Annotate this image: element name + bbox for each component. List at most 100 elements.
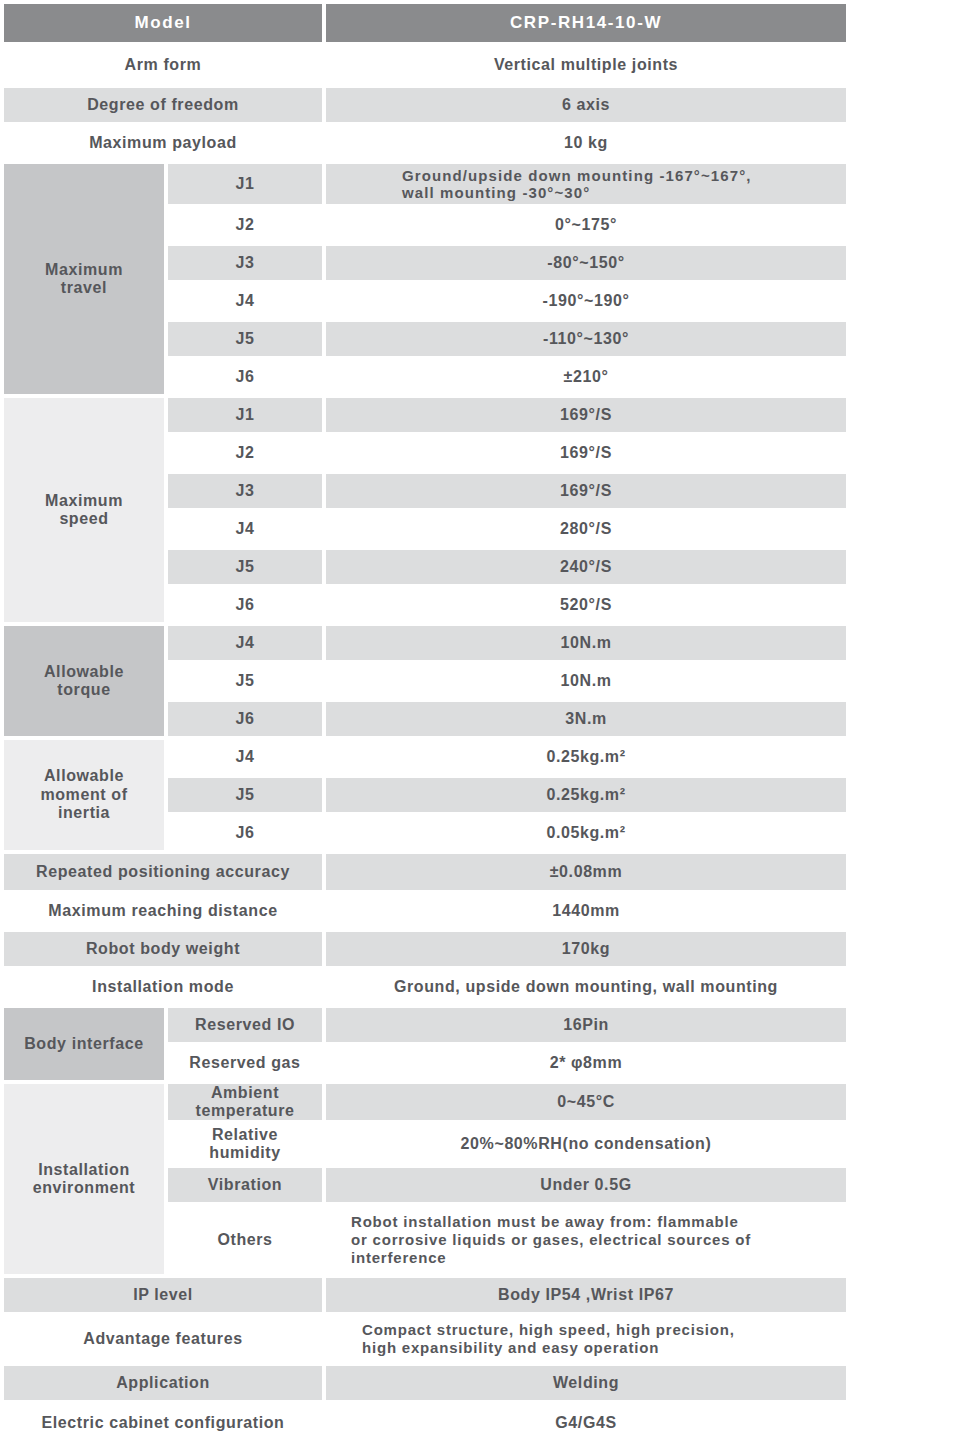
row-others: Others Robot installation must be away f…	[168, 1206, 850, 1274]
speed-j2-value: 169°/S	[326, 436, 846, 470]
ambient-temperature-label: Ambient temperature	[168, 1084, 322, 1120]
torque-j6-label: J6	[168, 702, 322, 736]
speed-j6-label: J6	[168, 588, 322, 622]
inertia-row-j4: J4 0.25kg.m²	[168, 740, 850, 774]
spec-table: Model CRP-RH14-10-W Arm form Vertical mu…	[4, 4, 850, 1446]
speed-j2-label: J2	[168, 436, 322, 470]
degree-of-freedom-label: Degree of freedom	[4, 88, 322, 122]
repeated-positioning-accuracy-value: ±0.08mm	[326, 854, 846, 890]
maximum-payload-value: 10 kg	[326, 126, 846, 160]
ip-level-value: Body IP54 ,Wrist IP67	[326, 1278, 846, 1312]
travel-j4-label: J4	[168, 284, 322, 318]
travel-j6-value: ±210°	[326, 360, 846, 394]
maximum-travel-group-label: Maximum travel	[4, 164, 164, 394]
speed-j5-value: 240°/S	[326, 550, 846, 584]
row-installation-mode: Installation mode Ground, upside down mo…	[4, 970, 850, 1004]
travel-j2-value: 0°~175°	[326, 208, 846, 242]
others-value: Robot installation must be away from: fl…	[326, 1206, 846, 1274]
advantage-features-value: Compact structure, high speed, high prec…	[326, 1316, 846, 1362]
speed-row-j6: J6 520°/S	[168, 588, 850, 622]
speed-row-j5: J5 240°/S	[168, 550, 850, 584]
robot-body-weight-label: Robot body weight	[4, 932, 322, 966]
row-ambient-temperature: Ambient temperature 0~45°C	[168, 1084, 850, 1120]
travel-j5-label: J5	[168, 322, 322, 356]
section-installation-environment: Installation environment Ambient tempera…	[4, 1084, 850, 1274]
travel-j1-label: J1	[168, 164, 322, 204]
relative-humidity-value: 20%~80%RH(no condensation)	[326, 1124, 846, 1164]
section-body-interface: Body interface Reserved IO 16Pin Reserve…	[4, 1008, 850, 1080]
torque-j6-value: 3N.m	[326, 702, 846, 736]
speed-row-j2: J2 169°/S	[168, 436, 850, 470]
inertia-row-j6: J6 0.05kg.m²	[168, 816, 850, 850]
travel-row-j6: J6 ±210°	[168, 360, 850, 394]
speed-j4-label: J4	[168, 512, 322, 546]
travel-row-j3: J3 -80°~150°	[168, 246, 850, 280]
inertia-j4-value: 0.25kg.m²	[326, 740, 846, 774]
torque-row-j4: J4 10N.m	[168, 626, 850, 660]
header-model-label: Model	[4, 4, 322, 42]
application-value: Welding	[326, 1366, 846, 1400]
speed-j1-label: J1	[168, 398, 322, 432]
electric-cabinet-configuration-label: Electric cabinet configuration	[4, 1404, 322, 1442]
row-advantage-features: Advantage features Compact structure, hi…	[4, 1316, 850, 1362]
reserved-io-value: 16Pin	[326, 1008, 846, 1042]
travel-j2-label: J2	[168, 208, 322, 242]
row-vibration: Vibration Under 0.5G	[168, 1168, 850, 1202]
robot-body-weight-value: 170kg	[326, 932, 846, 966]
installation-environment-group-label: Installation environment	[4, 1084, 164, 1274]
degree-of-freedom-value: 6 axis	[326, 88, 846, 122]
others-label: Others	[168, 1206, 322, 1274]
maximum-reaching-distance-value: 1440mm	[326, 894, 846, 928]
vibration-value: Under 0.5G	[326, 1168, 846, 1202]
section-allowable-torque: Allowable torque J4 10N.m J5 10N.m J6 3N…	[4, 626, 850, 736]
travel-j1-value: Ground/upside down mounting -167°~167°, …	[326, 164, 846, 204]
inertia-j4-label: J4	[168, 740, 322, 774]
row-robot-body-weight: Robot body weight 170kg	[4, 932, 850, 966]
travel-j3-value: -80°~150°	[326, 246, 846, 280]
inertia-row-j5: J5 0.25kg.m²	[168, 778, 850, 812]
speed-j5-label: J5	[168, 550, 322, 584]
inertia-j5-label: J5	[168, 778, 322, 812]
maximum-reaching-distance-label: Maximum reaching distance	[4, 894, 322, 928]
row-maximum-payload: Maximum payload 10 kg	[4, 126, 850, 160]
reserved-gas-label: Reserved gas	[168, 1046, 322, 1080]
row-reserved-gas: Reserved gas 2* φ8mm	[168, 1046, 850, 1080]
row-arm-form: Arm form Vertical multiple joints	[4, 46, 850, 84]
inertia-j5-value: 0.25kg.m²	[326, 778, 846, 812]
row-electric-cabinet-configuration: Electric cabinet configuration G4/G4S	[4, 1404, 850, 1442]
header-model-value: CRP-RH14-10-W	[326, 4, 846, 42]
row-reserved-io: Reserved IO 16Pin	[168, 1008, 850, 1042]
section-maximum-travel: Maximum travel J1 Ground/upside down mou…	[4, 164, 850, 394]
speed-j3-label: J3	[168, 474, 322, 508]
travel-row-j1: J1 Ground/upside down mounting -167°~167…	[168, 164, 850, 204]
ip-level-label: IP level	[4, 1278, 322, 1312]
maximum-payload-label: Maximum payload	[4, 126, 322, 160]
row-repeated-positioning-accuracy: Repeated positioning accuracy ±0.08mm	[4, 854, 850, 890]
row-relative-humidity: Relative humidity 20%~80%RH(no condensat…	[168, 1124, 850, 1164]
application-label: Application	[4, 1366, 322, 1400]
travel-j5-value: -110°~130°	[326, 322, 846, 356]
speed-j3-value: 169°/S	[326, 474, 846, 508]
speed-j6-value: 520°/S	[326, 588, 846, 622]
speed-row-j4: J4 280°/S	[168, 512, 850, 546]
row-ip-level: IP level Body IP54 ,Wrist IP67	[4, 1278, 850, 1312]
travel-row-j2: J2 0°~175°	[168, 208, 850, 242]
ambient-temperature-value: 0~45°C	[326, 1084, 846, 1120]
travel-row-j5: J5 -110°~130°	[168, 322, 850, 356]
row-maximum-reaching-distance: Maximum reaching distance 1440mm	[4, 894, 850, 928]
torque-j4-value: 10N.m	[326, 626, 846, 660]
torque-j5-value: 10N.m	[326, 664, 846, 698]
speed-row-j1: J1 169°/S	[168, 398, 850, 432]
inertia-j6-value: 0.05kg.m²	[326, 816, 846, 850]
arm-form-value: Vertical multiple joints	[326, 46, 846, 84]
vibration-label: Vibration	[168, 1168, 322, 1202]
reserved-io-label: Reserved IO	[168, 1008, 322, 1042]
installation-mode-label: Installation mode	[4, 970, 322, 1004]
body-interface-group-label: Body interface	[4, 1008, 164, 1080]
allowable-torque-group-label: Allowable torque	[4, 626, 164, 736]
repeated-positioning-accuracy-label: Repeated positioning accuracy	[4, 854, 322, 890]
torque-j4-label: J4	[168, 626, 322, 660]
travel-row-j4: J4 -190°~190°	[168, 284, 850, 318]
electric-cabinet-configuration-value: G4/G4S	[326, 1404, 846, 1442]
relative-humidity-label: Relative humidity	[168, 1124, 322, 1164]
